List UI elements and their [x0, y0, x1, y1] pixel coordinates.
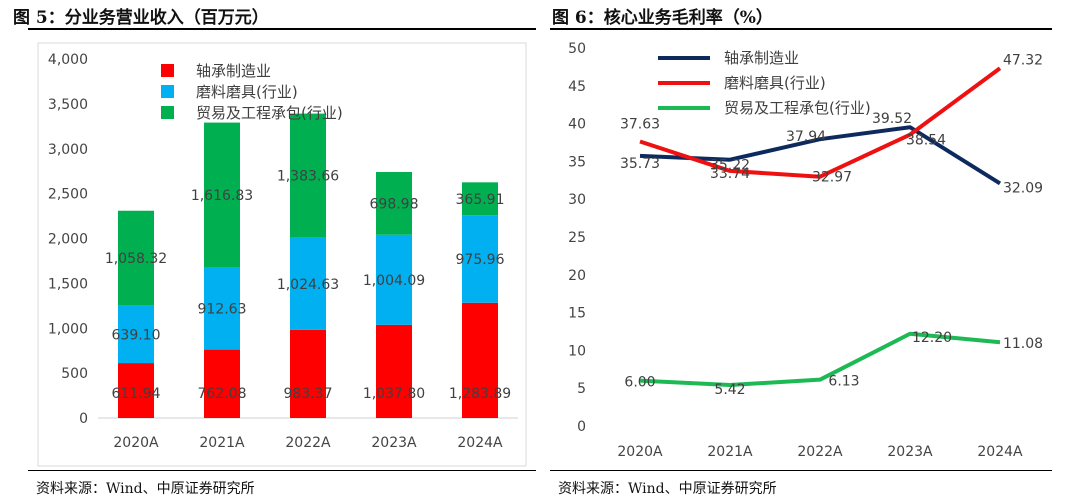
figure-5-title: 图 5：分业务营业收入（百万元）	[13, 8, 269, 28]
y-tick-label: 50	[568, 41, 586, 57]
figure-5-source: 资料来源：Wind、中原证券研究所	[36, 481, 255, 497]
legend-label: 磨料磨具(行业)	[724, 74, 826, 92]
legend-label: 轴承制造业	[196, 62, 271, 80]
figure-6-title: 图 6：核心业务毛利率（%）	[552, 8, 773, 28]
y-tick-label: 500	[61, 366, 88, 382]
y-tick-label: 45	[568, 79, 586, 95]
data-label: 33.74	[710, 166, 750, 182]
data-label: 1,616.83	[191, 188, 253, 204]
data-label: 32.09	[1003, 180, 1043, 196]
data-label: 11.08	[1003, 336, 1043, 352]
x-tick-label: 2024A	[977, 444, 1023, 460]
figure-6-chart-panel: 0 5 10 15 20 25 30 35 40 45 50 2020A 2021A 2022A 2023A…	[550, 31, 1052, 467]
data-label: 1,058.32	[105, 251, 167, 267]
y-tick-label: 3,500	[48, 97, 88, 113]
data-label: 762.08	[198, 386, 247, 402]
x-tick-label: 2020A	[617, 444, 663, 460]
data-label: 37.94	[786, 129, 826, 145]
data-label: 37.63	[620, 117, 660, 133]
data-label: 975.96	[456, 252, 505, 268]
series-line	[639, 125, 1002, 186]
legend-swatch	[161, 106, 174, 119]
y-tick-label: 25	[568, 230, 586, 246]
data-label: 1,037.80	[363, 386, 425, 402]
legend-label: 贸易及工程承包(行业)	[196, 104, 343, 122]
y-tick-label: 0	[577, 419, 586, 435]
y-tick-label: 15	[568, 306, 586, 322]
data-label: 35.22	[710, 158, 750, 174]
x-tick-label: 2024A	[457, 435, 503, 451]
legend-swatch	[161, 85, 174, 98]
bar-segment	[462, 182, 498, 216]
data-label: 1,383.66	[277, 169, 339, 185]
figure-5-chart-panel: 0 500 1,000 1,500 2,000 2,500 3,000 3,500 4,000 6…	[28, 31, 536, 467]
x-tick-label: 2021A	[707, 444, 753, 460]
x-tick-label: 2023A	[371, 435, 417, 451]
series-line	[639, 66, 1002, 179]
y-tick-label: 2,000	[48, 232, 88, 248]
data-label: 6.13	[828, 374, 859, 390]
data-label: 32.97	[812, 170, 852, 186]
y-tick-label: 1,500	[48, 276, 88, 292]
data-label: 912.63	[198, 302, 247, 318]
legend-label: 磨料磨具(行业)	[196, 83, 298, 101]
legend-swatch	[161, 64, 174, 77]
bar-segment	[376, 234, 412, 325]
series-line	[639, 331, 1001, 388]
legend-label: 贸易及工程承包(行业)	[724, 99, 871, 117]
data-label: 983.37	[284, 386, 333, 402]
data-label: 1,004.09	[363, 273, 425, 289]
data-label: 365.91	[456, 192, 505, 208]
bar-segment	[204, 349, 240, 418]
gross-margin-line-chart: 0 5 10 15 20 25 30 35 40 45 50 2020A 2021A 2022A 2023A…	[568, 41, 1043, 460]
data-label: 38.54	[906, 133, 946, 149]
data-label: 35.73	[620, 156, 660, 172]
figure-6-bottom-rule	[550, 470, 1052, 471]
figure-5-top-rule	[28, 28, 536, 30]
x-tick-label: 2021A	[199, 435, 245, 451]
bar-segment	[462, 302, 498, 418]
legend-label: 轴承制造业	[724, 49, 799, 67]
y-tick-label: 3,000	[48, 142, 88, 158]
data-label: 698.98	[370, 196, 419, 212]
x-tick-label: 2020A	[113, 435, 159, 451]
y-tick-label: 10	[568, 343, 586, 359]
bar-segment	[290, 329, 326, 418]
bar-segment	[118, 305, 154, 364]
x-tick-label: 2022A	[285, 435, 331, 451]
data-label: 611.94	[112, 386, 161, 402]
bar-segment	[462, 215, 498, 303]
y-tick-label: 30	[568, 192, 586, 208]
data-label: 12.20	[912, 330, 952, 346]
data-label: 639.10	[112, 327, 161, 343]
y-tick-label: 35	[568, 154, 586, 170]
y-tick-label: 5	[577, 381, 586, 397]
revenue-stacked-bar-chart: 0 500 1,000 1,500 2,000 2,500 3,000 3,500 4,000 6…	[37, 42, 527, 467]
data-label: 1,024.63	[277, 277, 339, 293]
bar-segment	[376, 172, 412, 235]
bar-segment	[376, 324, 412, 418]
y-tick-label: 20	[568, 268, 586, 284]
x-tick-label: 2022A	[797, 444, 843, 460]
y-tick-label: 2,500	[48, 187, 88, 203]
figure-5-bottom-rule	[28, 470, 536, 471]
y-tick-label: 4,000	[48, 52, 88, 68]
bar-segment	[290, 113, 326, 238]
data-label: 47.32	[1003, 52, 1043, 68]
y-tick-label: 40	[568, 117, 586, 133]
data-label: 5.42	[714, 382, 745, 398]
bar-segment	[204, 267, 240, 350]
x-tick-label: 2023A	[887, 444, 933, 460]
bar-segment	[204, 122, 240, 268]
data-label: 39.52	[872, 111, 912, 127]
y-tick-label: 0	[79, 411, 88, 427]
y-tick-label: 1,000	[48, 321, 88, 337]
bar-segment	[118, 363, 154, 418]
bar-segment	[290, 237, 326, 330]
data-label: 1,283.89	[449, 386, 511, 402]
figure-6-top-rule	[550, 28, 1052, 30]
data-label: 6.00	[624, 375, 655, 391]
bar-segment	[118, 210, 154, 306]
figure-6-source: 资料来源：Wind、中原证券研究所	[558, 481, 777, 497]
